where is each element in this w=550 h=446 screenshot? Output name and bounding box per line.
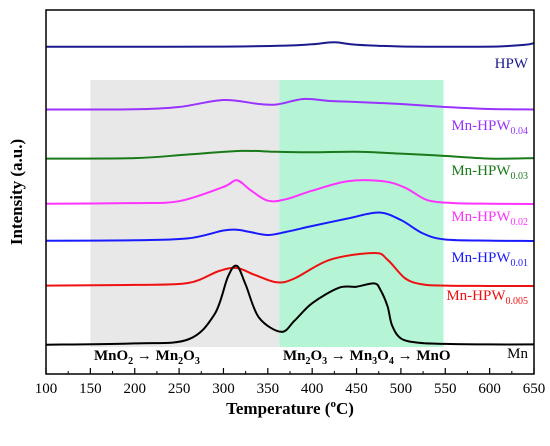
series-label-main: Mn-HPW [451, 118, 511, 134]
x-axis-title-main: Temperature ( [226, 399, 331, 418]
series-label-sub: 0.005 [506, 296, 529, 307]
x-axis-title-tail: C) [336, 399, 354, 418]
region-label-part: → MnO [394, 348, 451, 364]
x-tick-label: 650 [523, 381, 546, 397]
series-label-mn-hpw0-02: Mn-HPW0.02 [451, 209, 528, 228]
region-label-part: MnO [94, 348, 128, 364]
series-line-mn-hpw0-04 [45, 97, 535, 111]
series-label-mn-hpw0-01: Mn-HPW0.01 [451, 250, 528, 269]
series-label-main: Mn-HPW [451, 163, 511, 179]
region-label-part: O [183, 348, 195, 364]
x-tick-label: 550 [434, 381, 457, 397]
x-axis-title-sup: o [330, 398, 336, 410]
series-label-main: Mn-HPW [446, 288, 506, 304]
series-line-mn-hpw0-01 [45, 211, 535, 242]
region-label-0: MnO2 → Mn2O3 [94, 348, 200, 367]
x-tick-label: 250 [168, 381, 191, 397]
x-tick-label: 100 [35, 381, 58, 397]
region-label-part: O [377, 348, 389, 364]
series-line-hpw [45, 41, 535, 48]
region-label-part: → Mn [133, 348, 179, 364]
region-label-part: Mn [283, 348, 306, 364]
series-label-main: Mn-HPW [451, 209, 511, 225]
region-labels: MnO2 → Mn2O3 Mn2O3 → Mn3O4 → MnO [94, 348, 451, 367]
region-1 [279, 80, 444, 347]
shaded-regions [90, 80, 444, 347]
x-tick-label: 300 [212, 381, 235, 397]
region-0 [90, 80, 280, 347]
region-label-1: Mn2O3 → Mn3O4 → MnO [283, 348, 451, 367]
region-label-part: O [311, 348, 323, 364]
series-line-mn-hpw0-03 [45, 149, 535, 160]
series-label-mn: Mn [507, 346, 528, 362]
series-label-mn-hpw0-005: Mn-HPW0.005 [446, 288, 528, 307]
region-label-part: 2 [178, 356, 183, 367]
series-lines [45, 41, 535, 346]
x-tick-label: 600 [478, 381, 501, 397]
series-label-sub: 0.04 [511, 126, 529, 137]
series-line-mn-hpw0-02 [45, 179, 535, 205]
region-label-part: 2 [306, 356, 311, 367]
series-label-mn-hpw0-03: Mn-HPW0.03 [451, 163, 528, 182]
series-label-mn-hpw0-04: Mn-HPW0.04 [451, 118, 528, 137]
series-label-hpw: HPW [495, 56, 529, 72]
series-label-sub: 0.02 [511, 217, 529, 228]
region-label-part: 3 [322, 356, 327, 367]
region-label-part: 2 [128, 356, 133, 367]
x-tick-label: 200 [123, 381, 146, 397]
x-tick-label: 350 [257, 381, 280, 397]
y-axis-title: Intensity (a.u.) [7, 139, 26, 245]
region-label-part: 3 [195, 356, 200, 367]
x-tick-label: 150 [79, 381, 102, 397]
x-axis-title: Temperature (oC) [226, 398, 354, 418]
series-label-main: Mn-HPW [451, 250, 511, 266]
region-label-part: 3 [372, 356, 377, 367]
series-label-sub: 0.01 [511, 258, 529, 269]
region-label-part: → Mn [327, 348, 373, 364]
x-tick-label: 500 [390, 381, 413, 397]
x-tick-label: 400 [301, 381, 324, 397]
series-label-main: HPW [495, 56, 529, 72]
series-line-mn-hpw0-005 [45, 251, 535, 288]
x-tick-label: 450 [345, 381, 368, 397]
region-label-part: 4 [389, 356, 394, 367]
x-axis-ticks: 100 150 200 250 300 350 400 450 500 550 600 650 [35, 368, 546, 397]
series-label-sub: 0.03 [511, 171, 529, 182]
series-labels: HPWMn-HPW0.04Mn-HPW0.03Mn-HPW0.02Mn-HPW0… [446, 56, 529, 362]
series-line-mn [45, 264, 535, 346]
series-label-main: Mn [507, 346, 528, 362]
